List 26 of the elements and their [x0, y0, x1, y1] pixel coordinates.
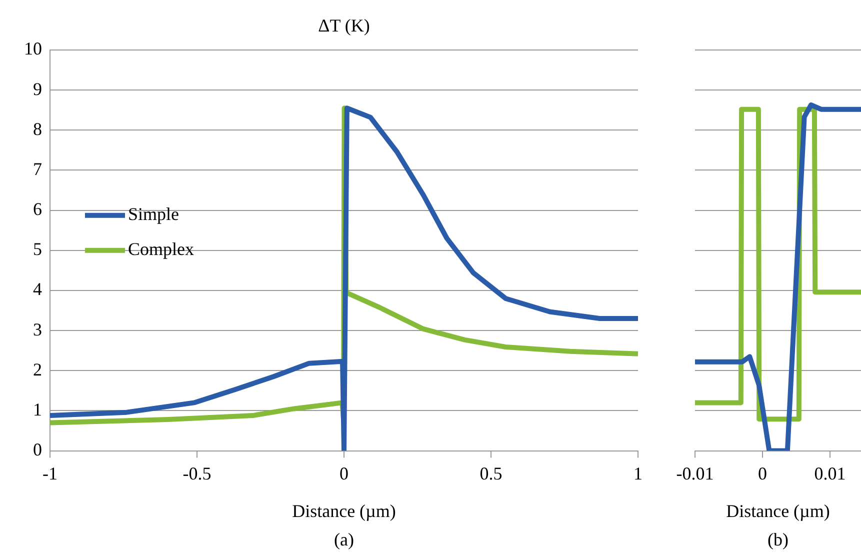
legend-label: Simple	[128, 204, 180, 224]
legend-label: Complex	[128, 239, 194, 260]
y-tick-label: 2	[33, 359, 42, 380]
y-tick-label: 4	[33, 279, 42, 300]
y-axis-title: ΔT (K)	[318, 16, 370, 36]
x-tick-label: 1	[634, 463, 642, 484]
x-axis-title: Distance (µm)	[292, 500, 396, 521]
text: (a)	[334, 530, 354, 550]
x-tick-label: -0.01	[676, 463, 714, 484]
x-axis-title: Distance (µm)	[726, 500, 830, 521]
y-tick-label: 9	[33, 78, 42, 99]
x-tick-label: 0.5	[480, 463, 502, 484]
y-tick-label: 5	[33, 239, 42, 260]
y-tick-label: 3	[33, 319, 42, 340]
x-tick-label: 0	[340, 463, 348, 484]
x-tick-label: -1	[42, 463, 58, 484]
y-tick-label: 7	[33, 158, 42, 179]
y-tick-label: 1	[33, 399, 42, 420]
x-tick-label: -0.5	[182, 463, 212, 484]
text: (b)	[768, 530, 788, 550]
y-tick-label: 0	[33, 440, 42, 460]
y-tick-label: 10	[24, 38, 42, 59]
y-tick-label: 8	[33, 118, 42, 139]
y-tick-label: 6	[33, 199, 42, 220]
x-tick-label: 0	[758, 463, 767, 484]
x-tick-label: 0.01	[814, 463, 846, 484]
